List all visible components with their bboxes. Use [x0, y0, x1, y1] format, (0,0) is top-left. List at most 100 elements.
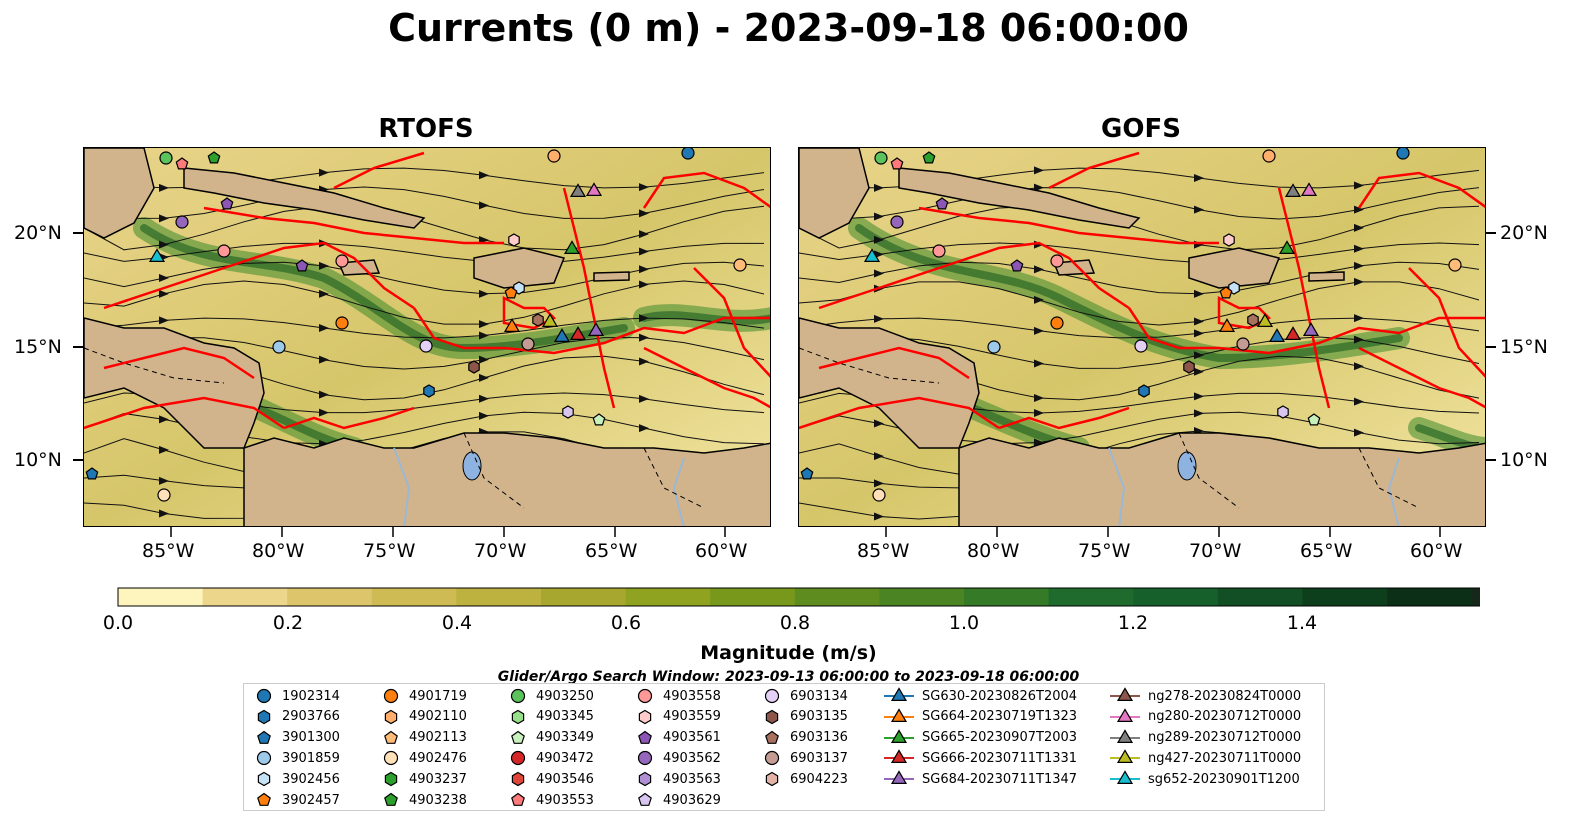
legend-item: sg652-20230901T1200	[1110, 769, 1300, 789]
glider-marker	[148, 248, 166, 263]
streamline-arrow	[1034, 394, 1044, 403]
streamline-arrow	[874, 452, 884, 461]
streamline	[799, 336, 1480, 369]
legend-item-label: sg652-20230901T1200	[1148, 771, 1300, 787]
glider-marker	[1300, 182, 1318, 197]
legend-item-label: 4902476	[409, 750, 467, 766]
x-tick-label: 70°W	[1189, 540, 1242, 562]
argo-float-marker	[1247, 313, 1259, 327]
argo-float-marker	[1219, 286, 1233, 299]
eez-boundary	[998, 406, 1130, 430]
streamline-arrow	[1034, 359, 1044, 368]
pentagon-marker-icon	[257, 730, 271, 744]
legend-symbol	[637, 688, 653, 704]
map-panel-rtofs	[83, 147, 771, 527]
streamline-arrow	[159, 183, 169, 192]
glider-marker	[1218, 318, 1236, 332]
legend-item: 4903472	[508, 748, 594, 768]
colorbar-segment	[1217, 588, 1303, 606]
colorbar-segment	[1387, 588, 1473, 606]
pentagon-marker-icon	[384, 730, 398, 744]
x-tick-label: 65°W	[1300, 540, 1353, 562]
y-tick-label: 10°N	[1500, 449, 1548, 471]
legend-triangle	[890, 687, 908, 701]
legend-symbol	[256, 751, 272, 766]
argo-float-marker	[157, 488, 171, 502]
streamline-arrow	[1354, 397, 1364, 406]
colorbar-segment	[710, 588, 796, 606]
legend-symbol	[764, 751, 780, 766]
legend-item-label: 1902314	[282, 688, 340, 704]
argo-float-marker	[562, 405, 574, 419]
colorbar-label: Magnitude (m/s)	[700, 642, 877, 664]
streamline-arrow	[159, 214, 169, 223]
argo-float-marker	[1223, 233, 1235, 247]
argo-float-marker	[592, 413, 606, 426]
argo-float-marker	[220, 197, 234, 210]
hexagon-marker-icon	[638, 709, 652, 724]
argo-float-marker	[1050, 254, 1064, 268]
eez-boundary	[412, 307, 770, 355]
legend-item: 6903135	[762, 707, 848, 727]
streamline	[799, 317, 1480, 339]
country-border	[799, 347, 1420, 509]
legend-item-label: 4901719	[409, 688, 467, 704]
glider-marker	[863, 248, 881, 263]
streamline	[799, 242, 1480, 264]
streamline-arrow	[1194, 409, 1204, 418]
colorbar-tick-label: 0.2	[272, 612, 304, 634]
pentagon-marker-icon	[765, 730, 779, 744]
colorbar-segment	[541, 588, 627, 606]
argo-float-marker	[733, 258, 747, 272]
colorbar-tick-label: 1.0	[948, 612, 980, 634]
streamline-arrow	[639, 394, 649, 403]
legend-item: SG630-20230826T2004	[884, 686, 1077, 706]
y-tick-label: 20°N	[14, 222, 62, 244]
argo-float-marker	[419, 339, 433, 353]
legend-item: 4903238	[381, 790, 467, 810]
glider-marker	[1268, 328, 1286, 342]
streamline-arrow	[874, 269, 884, 278]
legend-item-label: SG666-20230711T1331	[922, 750, 1078, 766]
colorbar	[117, 587, 1480, 607]
legend-item-label: 4902110	[409, 709, 467, 725]
circle-marker-icon	[637, 751, 653, 766]
river	[393, 447, 685, 526]
glider-marker	[569, 326, 587, 340]
argo-float-marker	[532, 313, 544, 327]
streamline-arrow	[874, 479, 884, 488]
argo-float-marker	[1138, 384, 1150, 398]
x-tick-label: 80°W	[967, 540, 1020, 562]
streamline-arrow	[639, 424, 649, 433]
argo-float-marker	[935, 197, 949, 210]
legend-item-label: 3901300	[282, 730, 340, 746]
map-panel-gofs	[798, 147, 1486, 527]
legend-item-label: 4903553	[536, 792, 594, 808]
glider-marker	[553, 328, 571, 342]
argo-float-marker	[335, 254, 349, 268]
legend-item: 4903563	[635, 769, 721, 789]
streamline	[799, 261, 1480, 295]
streamline-arrow	[1194, 174, 1204, 183]
colorbar-tick-label: 0.4	[441, 612, 473, 634]
triangle-marker-icon	[884, 770, 914, 785]
streamline-arrow	[1194, 351, 1204, 360]
land-mass	[183, 167, 426, 229]
legend-symbol	[637, 751, 653, 766]
triangle-marker-icon	[884, 728, 914, 743]
argo-float-marker	[874, 151, 888, 165]
legend-item-label: SG684-20230711T1347	[922, 771, 1078, 787]
legend-item-label: 4903472	[536, 750, 594, 766]
legend-symbol	[384, 709, 398, 724]
pentagon-marker-icon	[638, 730, 652, 744]
eez-boundary	[502, 295, 557, 330]
argo-float-marker	[890, 157, 904, 170]
legend-symbol	[257, 730, 271, 744]
colorbar-segment	[1048, 588, 1134, 606]
legend-item-label: 4903558	[663, 688, 721, 704]
land-mass	[84, 148, 155, 239]
streamline	[799, 187, 1480, 220]
legend-item: 4903237	[381, 769, 467, 789]
legend-symbol	[257, 792, 271, 806]
legend-item-label: 6903135	[790, 709, 848, 725]
